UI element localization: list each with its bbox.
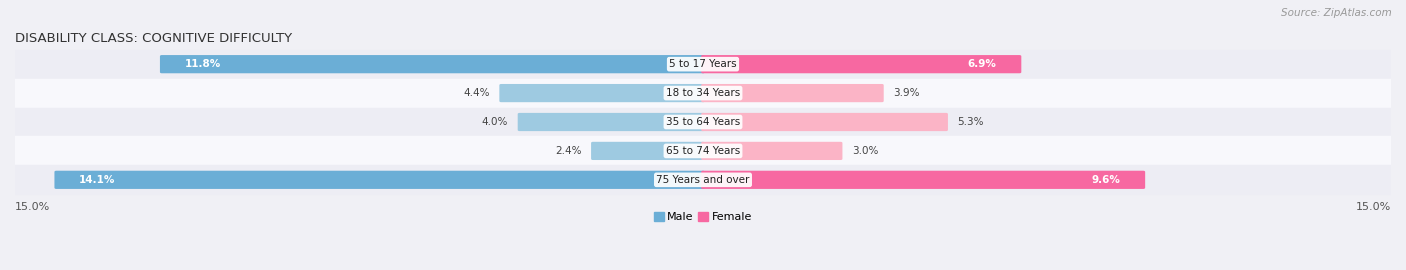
Legend: Male, Female: Male, Female [650,208,756,227]
FancyBboxPatch shape [55,171,704,189]
Text: 5.3%: 5.3% [957,117,984,127]
FancyBboxPatch shape [517,113,704,131]
Bar [0,136,1406,165]
Text: 75 Years and over: 75 Years and over [657,175,749,185]
Text: 2.4%: 2.4% [555,146,582,156]
Bar [0,165,1406,194]
Text: 4.4%: 4.4% [463,88,489,98]
Bar [0,79,1406,107]
Text: Source: ZipAtlas.com: Source: ZipAtlas.com [1281,8,1392,18]
Text: 65 to 74 Years: 65 to 74 Years [666,146,740,156]
FancyBboxPatch shape [702,55,1021,73]
Text: 5 to 17 Years: 5 to 17 Years [669,59,737,69]
Bar [0,50,1406,79]
Text: 6.9%: 6.9% [967,59,997,69]
Text: 14.1%: 14.1% [79,175,115,185]
FancyBboxPatch shape [591,142,704,160]
Text: 15.0%: 15.0% [15,202,51,212]
Bar [0,107,1406,136]
Text: DISABILITY CLASS: COGNITIVE DIFFICULTY: DISABILITY CLASS: COGNITIVE DIFFICULTY [15,32,292,45]
Text: 3.9%: 3.9% [893,88,920,98]
Text: 18 to 34 Years: 18 to 34 Years [666,88,740,98]
FancyBboxPatch shape [499,84,704,102]
Text: 11.8%: 11.8% [184,59,221,69]
FancyBboxPatch shape [160,55,704,73]
Text: 9.6%: 9.6% [1091,175,1121,185]
Text: 35 to 64 Years: 35 to 64 Years [666,117,740,127]
Text: 15.0%: 15.0% [1355,202,1391,212]
FancyBboxPatch shape [702,171,1144,189]
FancyBboxPatch shape [702,142,842,160]
Text: 3.0%: 3.0% [852,146,879,156]
FancyBboxPatch shape [702,84,884,102]
FancyBboxPatch shape [702,113,948,131]
Text: 4.0%: 4.0% [482,117,508,127]
